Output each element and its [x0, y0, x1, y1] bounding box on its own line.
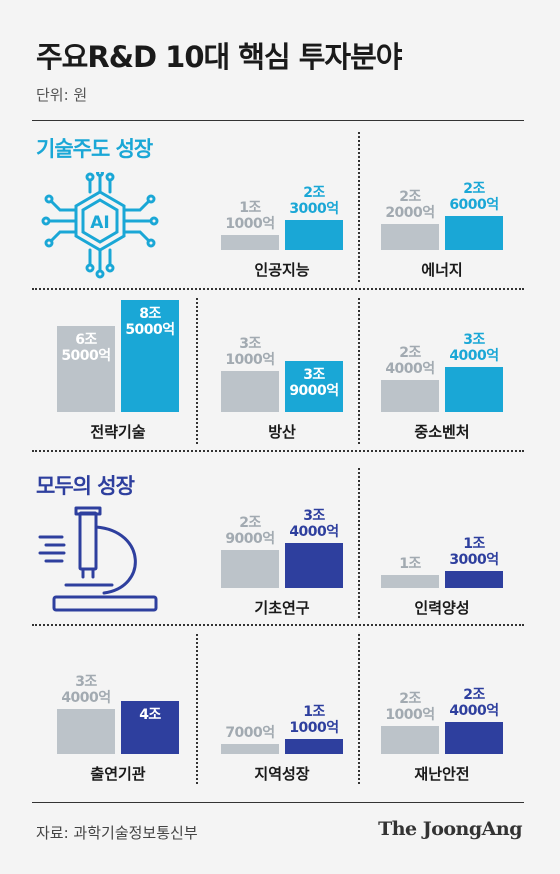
- value-label: 2조 3000억: [289, 184, 339, 217]
- bar-current: 2조 3000억: [285, 185, 343, 250]
- value-label: 2조 2000억: [385, 188, 435, 221]
- bar-prior: 7000억: [221, 725, 279, 754]
- category-label: 전략기술: [90, 423, 146, 441]
- value-label: 2조 9000억: [225, 514, 275, 547]
- bar-current: 4조: [121, 701, 179, 754]
- bar-current: 3조 4000억: [445, 332, 503, 412]
- category-label: 출연기관: [90, 765, 146, 783]
- chart-panel: 기초연구 2조 9000억 3조 4000억: [212, 468, 352, 618]
- value-label: 2조 4000억: [449, 687, 499, 720]
- row-divider-1: [32, 288, 524, 290]
- category-label: 중소벤처: [414, 423, 470, 441]
- bar-current: 8조 5000억: [121, 299, 179, 412]
- col-divider: [196, 634, 198, 784]
- bar-current: 2조 6000억: [445, 181, 503, 250]
- page-title: 주요R&D 10대 핵심 투자분야: [36, 40, 402, 74]
- bar-prior: 1조: [381, 556, 439, 588]
- bar-prior: 1조 1000억: [221, 200, 279, 250]
- value-label: 1조: [399, 555, 421, 572]
- bar-prior: 3조 4000억: [57, 674, 115, 754]
- chart-panel: 출연기관 3조 4000억 4조: [48, 634, 188, 784]
- value-label: 3조 4000억: [289, 508, 339, 541]
- bar-prior: 6조 5000억: [57, 326, 115, 412]
- value-label: 1조 1000억: [225, 200, 275, 233]
- ai-chip-icon: AI: [41, 172, 159, 279]
- value-label: 2조 6000억: [449, 180, 499, 213]
- chart-panel: 지역성장 7000억 1조 1000억: [212, 634, 352, 784]
- value-label: 8조 5000억: [125, 305, 175, 338]
- bar-current: 1조 3000억: [445, 536, 503, 588]
- row-divider-2: [32, 450, 524, 452]
- chart-panel: 재난안전 2조 1000억 2조 4000억: [372, 634, 512, 784]
- value-label: 1조 3000억: [449, 535, 499, 568]
- col-divider: [358, 468, 360, 618]
- value-label: 6조 5000억: [61, 332, 111, 365]
- bar-prior: 3조 1000억: [221, 336, 279, 412]
- value-label: 2조 4000억: [385, 345, 435, 378]
- col-divider: [196, 298, 198, 444]
- category-label: 에너지: [421, 261, 463, 279]
- svg-text:AI: AI: [90, 213, 109, 233]
- bar-prior: 2조 4000억: [381, 345, 439, 412]
- unit-label: 단위: 원: [36, 86, 88, 104]
- value-label: 2조 1000억: [385, 691, 435, 724]
- chart-panel: 중소벤처 2조 4000억 3조 4000억: [372, 298, 512, 442]
- value-label: 4조: [139, 707, 161, 724]
- bar-current: 3조 9000억: [285, 360, 343, 412]
- bar-current: 1조 1000억: [285, 704, 343, 754]
- value-label: 7000억: [225, 725, 275, 741]
- section-title-tech: 기술주도 성장: [36, 137, 153, 161]
- col-divider: [358, 634, 360, 784]
- bar-prior: 2조 2000억: [381, 189, 439, 250]
- category-label: 지역성장: [254, 765, 310, 783]
- bar-current: 3조 4000억: [285, 508, 343, 588]
- top-rule: [32, 120, 524, 121]
- value-label: 3조 4000억: [449, 332, 499, 365]
- chart-panel: 인력양성 1조 1조 3000억: [372, 468, 512, 618]
- chart-panel: 에너지 2조 2000억 2조 6000억: [372, 140, 512, 280]
- bottom-rule: [32, 802, 524, 803]
- value-label: 3조 9000억: [289, 366, 339, 399]
- row-divider-3: [32, 624, 524, 626]
- bar-current: 2조 4000억: [445, 687, 503, 754]
- publisher-logo: The JoongAng: [378, 818, 522, 840]
- category-label: 재난안전: [414, 765, 470, 783]
- value-label: 3조 1000억: [225, 336, 275, 369]
- chart-panel: 전략기술 6조 5000억 8조 5000억: [48, 298, 188, 442]
- value-label: 1조 1000억: [289, 704, 339, 737]
- category-label: 기초연구: [254, 599, 310, 617]
- col-divider: [358, 298, 360, 444]
- bar-prior: 2조 9000억: [221, 515, 279, 588]
- value-label: 3조 4000억: [61, 674, 111, 707]
- category-label: 인력양성: [414, 599, 470, 617]
- col-divider: [358, 132, 360, 282]
- microscope-icon: [38, 506, 158, 612]
- category-label: 방산: [268, 423, 296, 441]
- bar-prior: 2조 1000억: [381, 691, 439, 754]
- chart-panel: 인공지능 1조 1000억 2조 3000억: [212, 140, 352, 280]
- source-note: 자료: 과학기술정보통신부: [36, 824, 198, 842]
- section-title-all: 모두의 성장: [36, 474, 135, 498]
- chart-panel: 방산 3조 1000억 3조 9000억: [212, 298, 352, 442]
- category-label: 인공지능: [254, 261, 310, 279]
